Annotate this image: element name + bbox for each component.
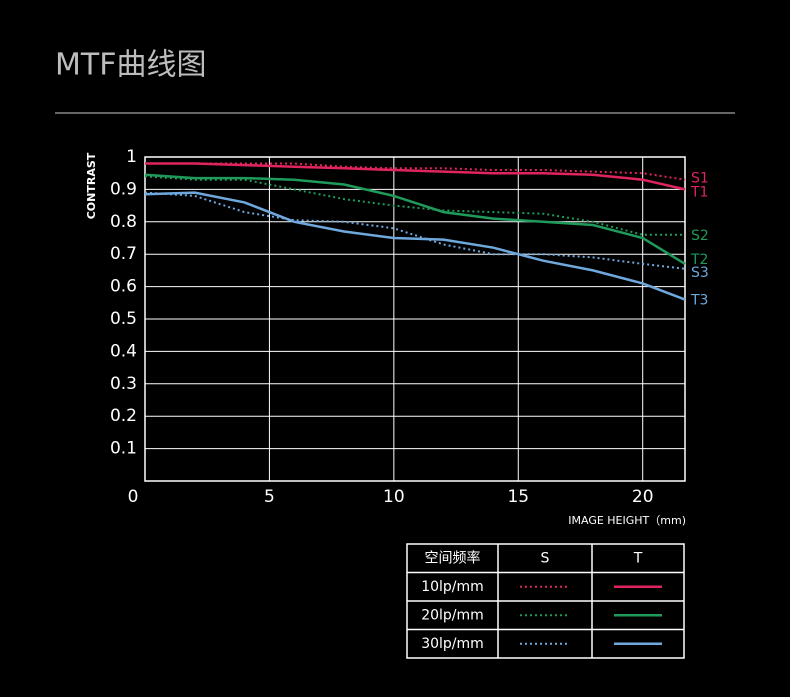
series-end-label: T1 bbox=[690, 184, 708, 200]
table-row-label: 10lp/mm bbox=[421, 579, 484, 595]
series-end-label: S1 bbox=[691, 171, 709, 187]
table-header: 空间频率 bbox=[425, 549, 481, 566]
x-tick-label: 0 bbox=[128, 487, 139, 507]
series-end-label: S2 bbox=[691, 228, 709, 244]
y-tick-label: 1 bbox=[126, 147, 137, 167]
y-tick-label: 0.6 bbox=[110, 277, 137, 297]
x-axis-label: IMAGE HEIGHT（mm) bbox=[568, 514, 686, 527]
y-tick-label: 0.3 bbox=[110, 374, 137, 394]
y-tick-label: 0.9 bbox=[110, 179, 137, 199]
y-tick-label: 0.8 bbox=[110, 212, 137, 232]
series-end-label: T3 bbox=[690, 293, 708, 309]
table-header: T bbox=[633, 550, 643, 566]
x-tick-label: 10 bbox=[383, 487, 405, 507]
table-row-label: 20lp/mm bbox=[421, 607, 484, 623]
y-tick-label: 0.7 bbox=[110, 244, 137, 264]
line-series bbox=[144, 175, 685, 236]
y-tick-label: 0.5 bbox=[110, 309, 137, 329]
x-tick-label: 15 bbox=[507, 487, 529, 507]
line-series bbox=[144, 191, 686, 301]
y-tick-label: 0.2 bbox=[110, 406, 137, 426]
x-tick-label: 20 bbox=[632, 487, 654, 507]
y-tick-label: 0.4 bbox=[110, 341, 137, 361]
line-series bbox=[144, 173, 686, 265]
table-row-label: 30lp/mm bbox=[421, 636, 484, 652]
y-tick-label: 0.1 bbox=[110, 439, 137, 459]
line-series bbox=[145, 162, 686, 191]
y-axis-label: CONTRAST bbox=[85, 152, 98, 219]
table-header: S bbox=[541, 550, 550, 566]
series-end-label: S3 bbox=[691, 265, 709, 281]
series-end-label: T2 bbox=[690, 252, 708, 268]
line-series bbox=[145, 162, 686, 181]
x-tick-label: 5 bbox=[264, 487, 275, 507]
page-title: MTF曲线图 bbox=[55, 48, 206, 83]
